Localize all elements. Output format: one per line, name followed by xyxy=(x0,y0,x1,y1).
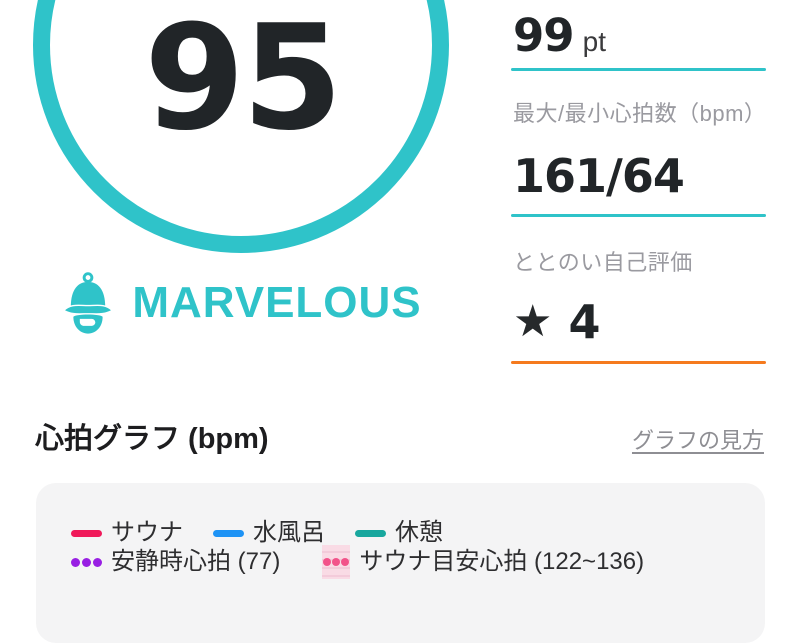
legend-label: 安静時心拍 (77) xyxy=(111,548,281,575)
sauna-line-swatch xyxy=(71,529,102,537)
heart-rate-value: 161/64 xyxy=(513,149,685,203)
water-bath-line-swatch xyxy=(213,529,244,537)
rating-row: MARVELOUS xyxy=(0,272,484,334)
legend-row-1: サウナ 水風呂 休憩 xyxy=(71,519,443,547)
self-rating-row: ★ 4 xyxy=(513,295,600,349)
divider-teal-2 xyxy=(511,214,766,217)
rating-label: MARVELOUS xyxy=(132,278,422,327)
rest-line-swatch xyxy=(355,529,386,537)
dot xyxy=(71,557,80,567)
star-icon: ★ xyxy=(513,296,553,347)
points-unit: pt xyxy=(582,26,606,57)
points-row: 99 pt xyxy=(513,12,606,60)
points-value: 99 xyxy=(513,9,575,62)
heart-rate-label: 最大/最小心拍数（bpm） xyxy=(513,101,767,126)
legend-label: 休憩 xyxy=(395,519,443,546)
sauna-score: 95 xyxy=(144,0,343,163)
legend-item-target-hr: サウナ目安心拍 (122~136) xyxy=(322,545,644,579)
stats-panel: 99 pt 最大/最小心拍数（bpm） 161/64 ととのい自己評価 ★ 4 xyxy=(511,0,766,400)
legend-label: サウナ目安心拍 (122~136) xyxy=(359,548,645,575)
self-rating-label: ととのい自己評価 xyxy=(513,250,693,275)
legend-item-sauna: サウナ xyxy=(71,519,183,547)
divider-orange xyxy=(511,361,766,364)
legend-label: サウナ xyxy=(111,519,183,546)
legend-item-rest: 休憩 xyxy=(355,519,443,547)
legend-item-water-bath: 水風呂 xyxy=(213,519,325,547)
resting-hr-dots-swatch xyxy=(71,557,102,567)
legend-row-2: 安静時心拍 (77) サウナ目安心拍 (122~136) xyxy=(71,541,644,583)
dot xyxy=(332,558,341,566)
sauna-hat-icon xyxy=(63,272,114,334)
dot xyxy=(93,557,102,567)
graph-card: サウナ 水風呂 休憩 安静時心拍 (77) サウナ目安心拍 (122 xyxy=(36,483,765,643)
graph-section-title: 心拍グラフ (bpm) xyxy=(35,423,269,455)
legend-label: 水風呂 xyxy=(253,519,325,546)
divider-teal-1 xyxy=(511,68,766,71)
self-rating-value: 4 xyxy=(568,295,600,349)
dot xyxy=(341,558,350,566)
dot xyxy=(82,557,91,567)
graph-help-link[interactable]: グラフの見方 xyxy=(631,428,764,453)
target-hr-band-swatch xyxy=(322,545,351,579)
dot xyxy=(323,558,332,566)
legend-item-resting-hr: 安静時心拍 (77) xyxy=(71,548,280,576)
